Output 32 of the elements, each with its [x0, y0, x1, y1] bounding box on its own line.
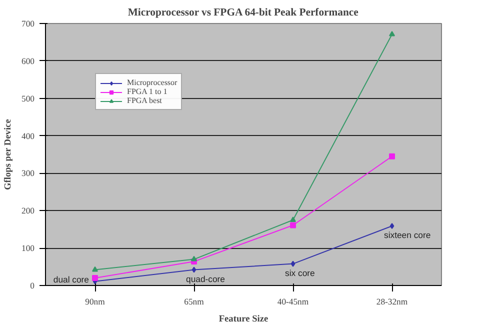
point — [290, 222, 296, 228]
point — [290, 216, 296, 222]
point — [390, 222, 394, 229]
y-tick-label: 400 — [22, 130, 34, 141]
x-tick-label: 40-45nm — [277, 296, 309, 306]
point — [92, 275, 98, 282]
point — [389, 30, 395, 36]
legend-label: FPGA best — [127, 96, 162, 105]
annotation: dual core — [53, 274, 90, 284]
y-axis-title: Gflops per Device — [4, 119, 14, 190]
x-axis-title: Feature Size — [218, 314, 268, 324]
annotation: six core — [285, 268, 316, 278]
y-tick-label: 100 — [22, 243, 34, 254]
x-tick-label: 28-32nm — [376, 296, 408, 306]
y-tick-label: 0 — [30, 280, 34, 290]
y-tick-label: 600 — [22, 56, 34, 66]
x-tick-label: 65nm — [184, 296, 204, 306]
x-tick-label: 90nm — [85, 296, 106, 306]
point — [389, 153, 395, 160]
y-tick-label: 300 — [22, 168, 34, 178]
y-tick-label: 500 — [22, 93, 34, 104]
annotation: quad-core — [186, 274, 226, 284]
point — [92, 266, 98, 272]
legend-label: FPGA 1 to 1 — [127, 87, 168, 96]
point — [290, 260, 296, 267]
chart-title: Microprocessor vs FPGA 64-bit Peak Performance — [128, 8, 359, 18]
y-tick-label: 200 — [22, 206, 34, 216]
legend-label: Microprocessor — [127, 78, 178, 87]
y-tick-label: 700 — [22, 18, 34, 28]
point — [191, 256, 197, 262]
point — [192, 266, 196, 273]
annotation: sixteen core — [384, 230, 431, 240]
